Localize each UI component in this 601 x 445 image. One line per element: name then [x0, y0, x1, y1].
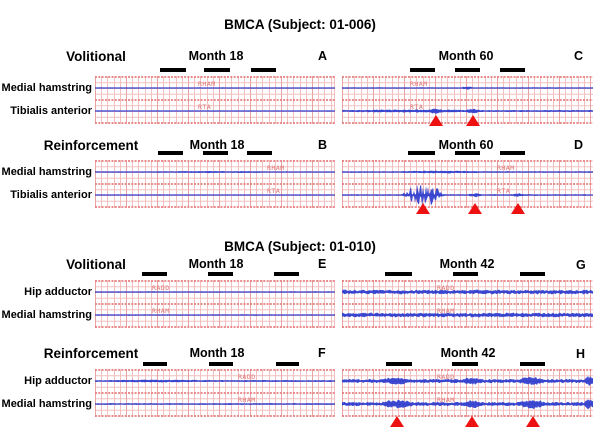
grid-boundary-lines — [95, 280, 335, 328]
stimulus-bar — [452, 362, 478, 366]
stimulus-bar — [247, 151, 272, 155]
emg-panel-D: RHAM RTA — [342, 160, 593, 208]
month-label: Month 18 — [189, 138, 245, 152]
stimulus-bar — [408, 151, 435, 155]
stimulus-bar — [204, 68, 230, 72]
emg-panel-E: RADD RHAM — [95, 280, 335, 328]
month-label: Month 42 — [439, 257, 495, 271]
channel-label: Medial hamstring — [1, 398, 92, 410]
channel-label: Hip adductor — [24, 286, 92, 298]
channel-tag: RADD — [238, 373, 256, 381]
panel-letter: D — [574, 138, 584, 152]
emg-panel-A: RHAM RTA — [95, 76, 335, 124]
stimulus-bar — [208, 272, 233, 276]
stimulus-bar — [455, 68, 480, 72]
channel-tag: RHAM — [410, 80, 428, 88]
channel-tag: RADD — [437, 284, 455, 292]
stimulus-bar — [209, 362, 233, 366]
channel-tag: RADD — [437, 373, 455, 381]
panel-letter: G — [576, 258, 586, 272]
panel-letter: C — [574, 49, 584, 63]
figure-title-subject-1: BMCA (Subject: 01-006) — [224, 17, 376, 32]
channel-tag: RTA — [267, 187, 280, 195]
stimulus-bar — [274, 272, 299, 276]
stimulus-bar — [455, 151, 480, 155]
emg-panel-B: RHAM RTA — [95, 160, 335, 208]
channel-label: Medial hamstring — [1, 82, 92, 94]
grid-boundary-lines — [342, 160, 593, 208]
panel-letter: F — [318, 346, 326, 360]
channel-tag: RADD — [152, 284, 170, 292]
condition-label: Volitional — [66, 49, 126, 64]
grid-boundary-lines — [95, 160, 335, 208]
figure-title-subject-2: BMCA (Subject: 01-010) — [224, 239, 376, 254]
stimulus-bar — [500, 68, 525, 72]
channel-label: Tibialis anterior — [10, 105, 92, 117]
channel-tag: RTA — [198, 103, 211, 111]
stimulus-bar — [520, 362, 545, 366]
response-marker-triangle — [465, 416, 479, 427]
channel-label: Hip adductor — [24, 375, 92, 387]
month-label: Month 18 — [188, 49, 244, 63]
response-marker-triangle — [390, 416, 404, 427]
condition-label: Reinforcement — [43, 138, 139, 153]
response-marker-triangle — [511, 203, 525, 214]
channel-tag: RHAM — [267, 164, 285, 172]
channel-tag: RHAM — [198, 80, 216, 88]
grid-boundary-lines — [342, 280, 593, 328]
response-marker-triangle — [416, 203, 430, 214]
stimulus-bar — [500, 151, 525, 155]
stimulus-bar — [386, 362, 412, 366]
month-label: Month 60 — [438, 138, 494, 152]
response-marker-triangle — [466, 115, 480, 126]
response-marker-triangle — [429, 115, 443, 126]
panel-letter: A — [318, 49, 328, 63]
stimulus-bar — [276, 362, 299, 366]
channel-label: Medial hamstring — [1, 309, 92, 321]
grid-boundary-lines — [95, 369, 335, 417]
month-label: Month 18 — [188, 257, 244, 271]
response-marker-triangle — [468, 203, 482, 214]
stimulus-bar — [251, 68, 276, 72]
stimulus-bar — [143, 362, 167, 366]
emg-panel-F: RADD RHAM — [95, 369, 335, 417]
channel-tag: RHAM — [152, 307, 170, 315]
stimulus-bar — [385, 272, 412, 276]
grid-boundary-lines — [95, 76, 335, 124]
condition-label: Volitional — [66, 257, 126, 272]
channel-tag: RHAM — [437, 396, 455, 404]
channel-tag: RTA — [497, 187, 510, 195]
panel-letter: B — [318, 138, 328, 152]
stimulus-bar — [203, 151, 228, 155]
response-marker-triangle — [526, 416, 540, 427]
channel-label: Tibialis anterior — [10, 189, 92, 201]
channel-tag: RTA — [410, 103, 423, 111]
stimulus-bar — [158, 151, 183, 155]
panel-letter: E — [318, 257, 327, 271]
condition-label: Reinforcement — [43, 346, 139, 361]
emg-panel-H: RADD RHAM — [342, 369, 593, 417]
month-label: Month 60 — [438, 49, 494, 63]
stimulus-bar — [142, 272, 167, 276]
emg-panel-G: RADD RHAM — [342, 280, 593, 328]
channel-tag: RHAM — [497, 164, 515, 172]
stimulus-bar — [520, 272, 545, 276]
stimulus-bar — [410, 68, 435, 72]
month-label: Month 42 — [440, 346, 496, 360]
panel-letter: H — [576, 347, 586, 361]
channel-label: Medial hamstring — [1, 166, 92, 178]
stimulus-bar — [453, 272, 478, 276]
channel-tag: RHAM — [437, 307, 455, 315]
month-label: Month 18 — [189, 346, 245, 360]
channel-tag: RHAM — [238, 396, 256, 404]
stimulus-bar — [160, 68, 186, 72]
